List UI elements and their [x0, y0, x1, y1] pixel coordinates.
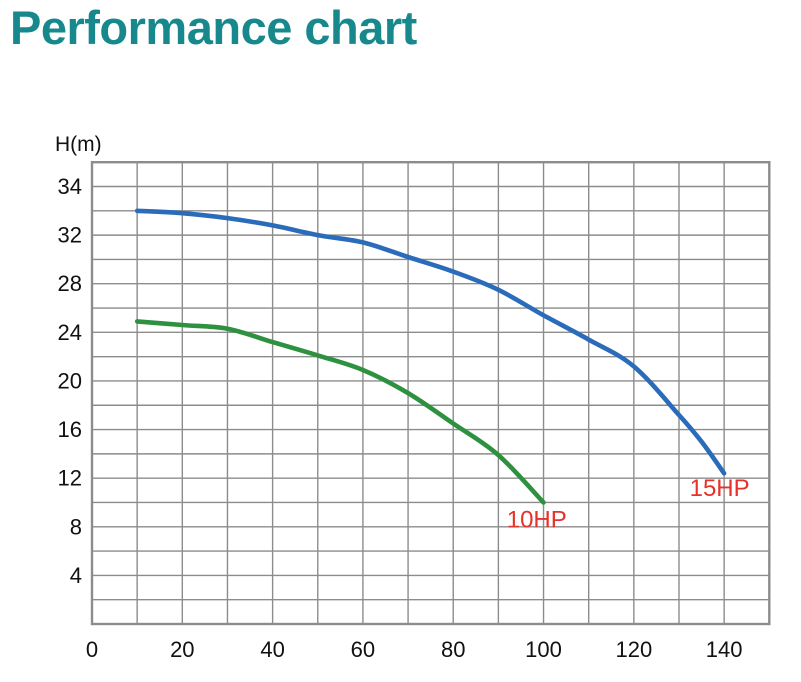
curve-10HP: [134, 319, 546, 505]
x-axis-tick-label: 140: [706, 637, 743, 662]
curve-15HP: [134, 208, 727, 476]
y-axis-tick-label: 28: [58, 271, 82, 296]
y-axis-tick-label: 34: [58, 174, 82, 199]
curve-label-10HP: 10HP: [507, 506, 567, 533]
x-axis-tick-label: 120: [615, 637, 652, 662]
x-axis-tick-label: 60: [351, 637, 375, 662]
x-axis-tick-label: 100: [525, 637, 562, 662]
y-axis-tick-label: 12: [58, 466, 82, 491]
page-title: Performance chart: [10, 1, 417, 54]
y-axis-tick-label: 4: [70, 563, 82, 588]
y-axis-title: H(m): [55, 133, 102, 156]
y-axis-tick-label: 16: [58, 417, 82, 442]
plot-border: [90, 160, 771, 626]
y-axis-tick-label: 24: [58, 320, 82, 345]
x-axis-tick-label: 40: [260, 637, 284, 662]
x-axis-tick-label: 0: [86, 637, 98, 662]
y-axis-tick-label: 20: [58, 368, 82, 393]
y-axis-tick-label: 8: [70, 514, 82, 539]
curve-label-15HP: 15HP: [690, 475, 750, 502]
x-axis-tick-label: 80: [441, 637, 465, 662]
x-axis-tick-label: 20: [170, 637, 194, 662]
y-axis-tick-label: 32: [58, 223, 82, 248]
